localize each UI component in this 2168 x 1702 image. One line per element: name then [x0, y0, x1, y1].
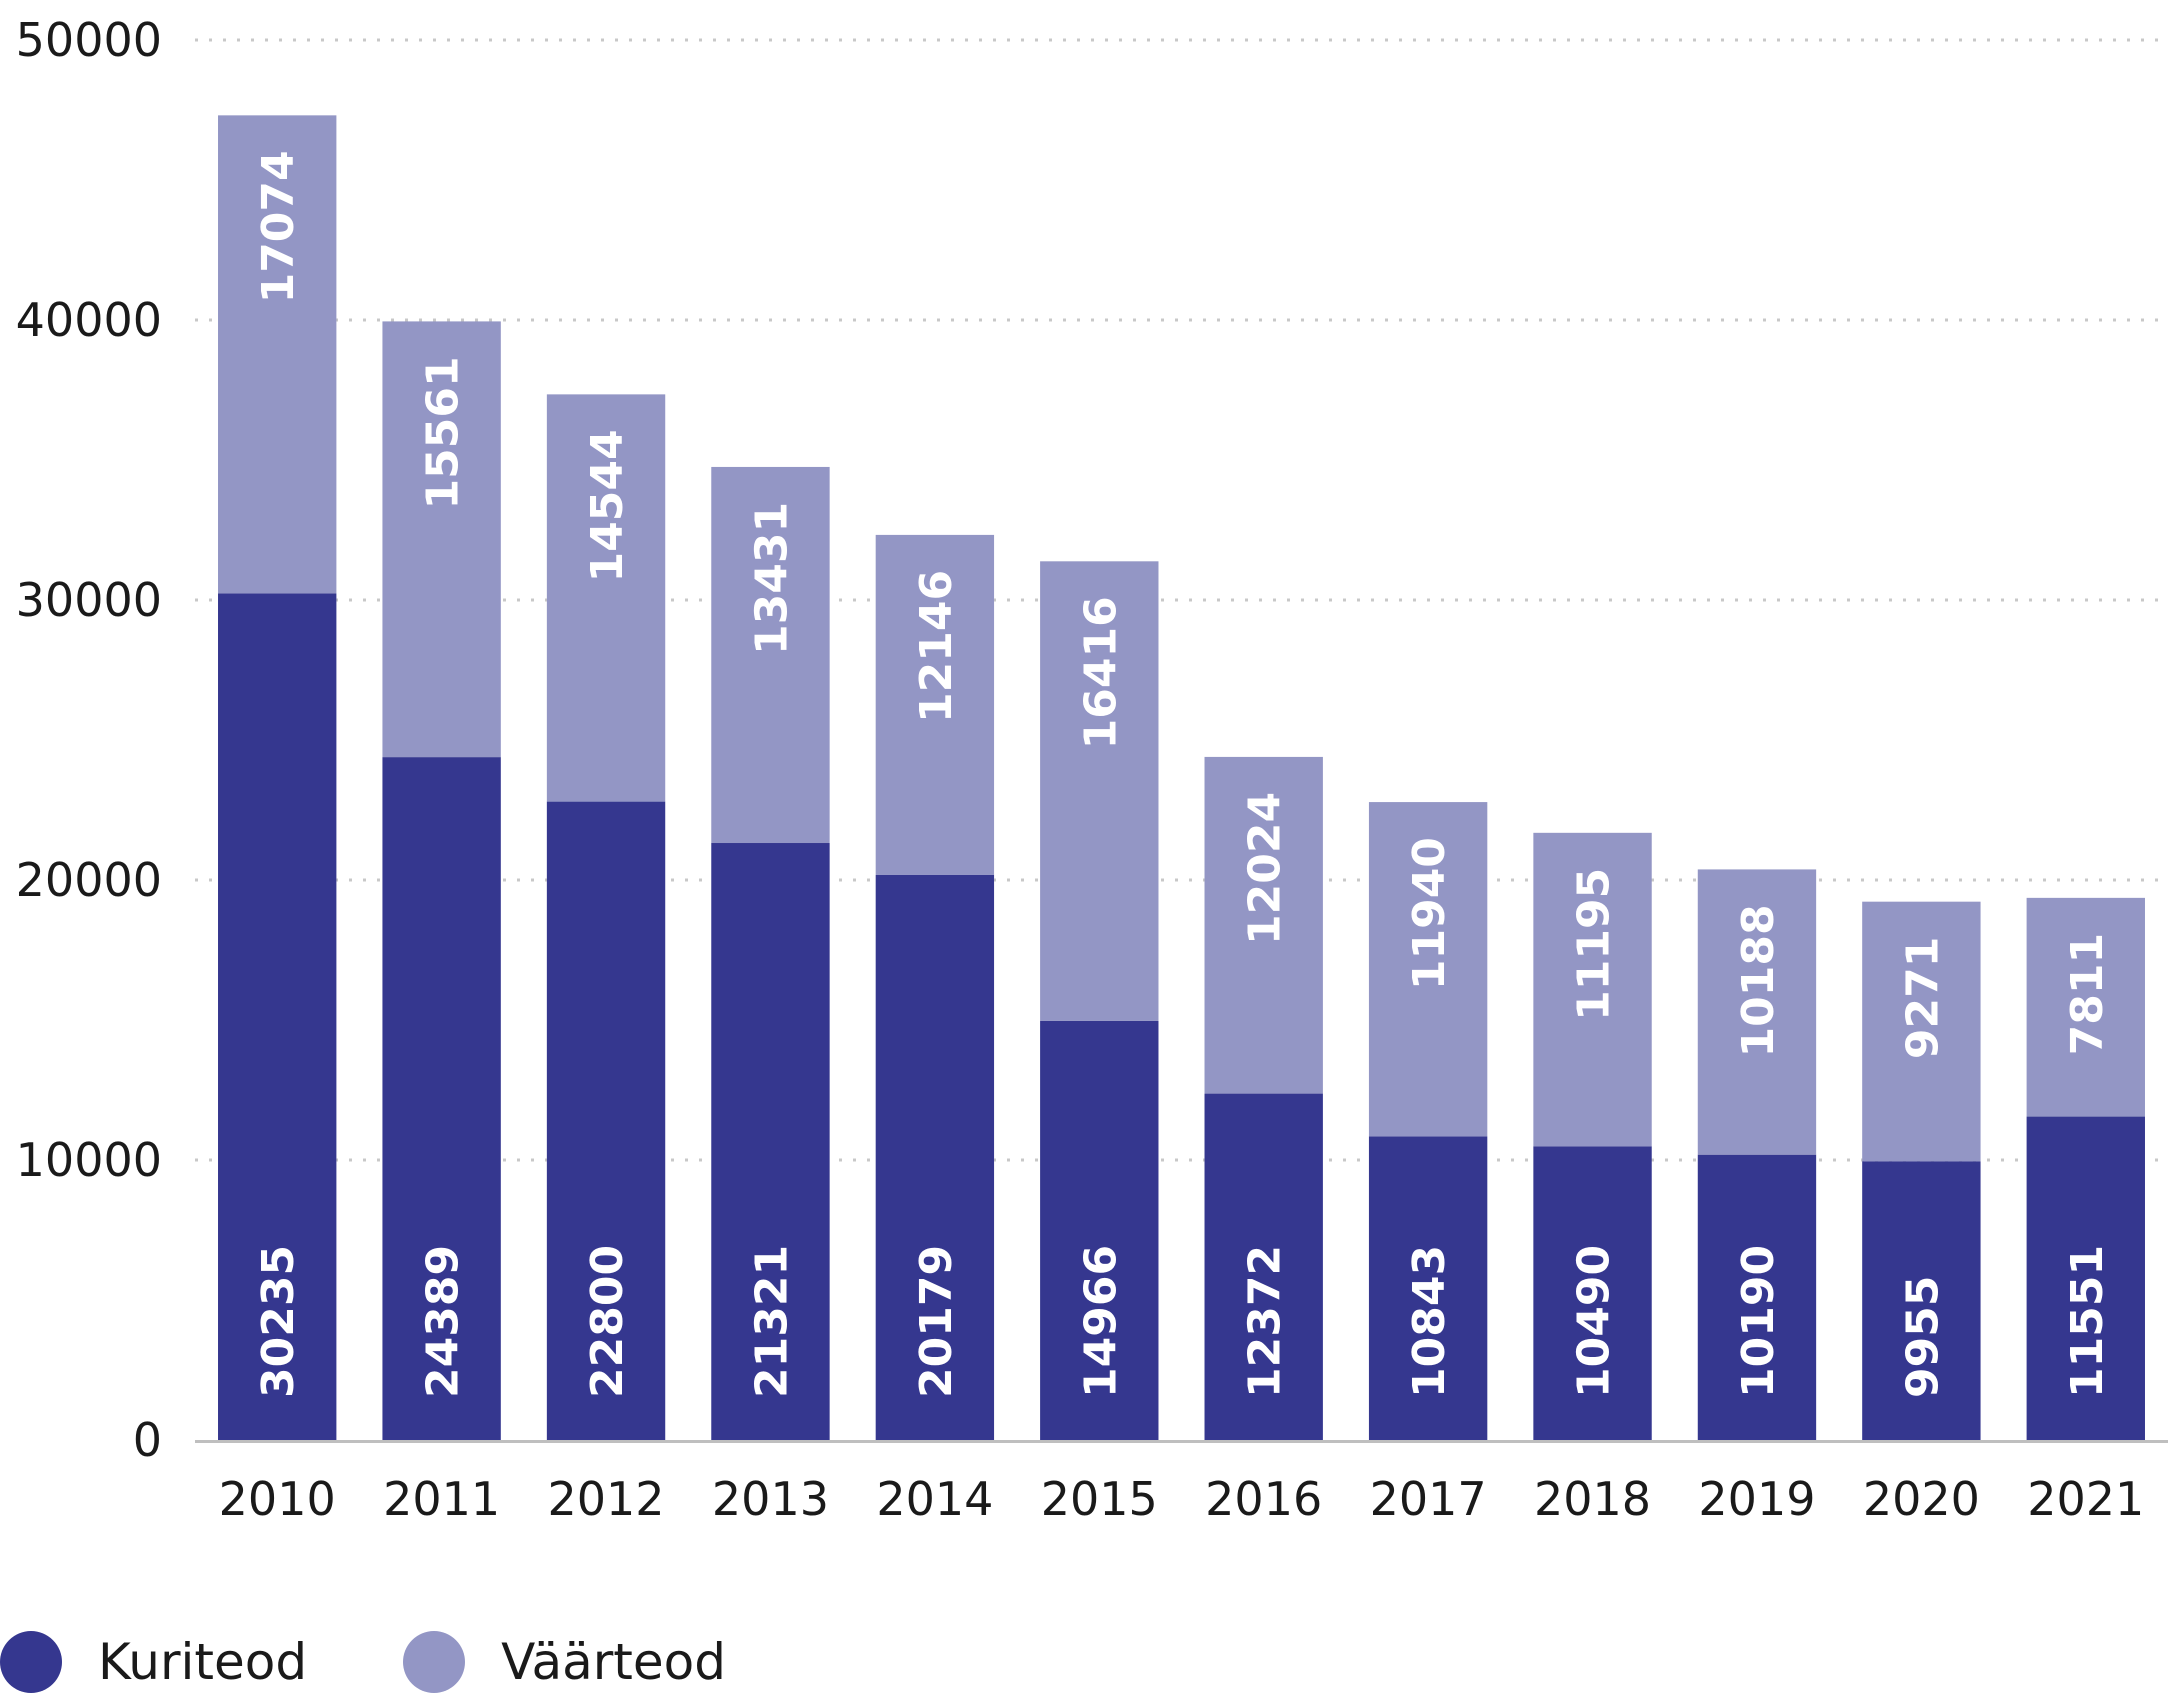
x-tick-label: 2016: [1205, 1472, 1322, 1526]
bar-kuriteod: [1533, 1146, 1652, 1440]
bar-kuriteod: [875, 874, 995, 1440]
x-tick-label: 2011: [383, 1472, 500, 1526]
legend: Kuriteod Väärteod: [0, 1622, 822, 1702]
x-tick-label: 2014: [876, 1472, 993, 1526]
y-tick-label: 40000: [16, 293, 162, 347]
data-label-vaarteod: 17074: [253, 150, 304, 303]
legend-swatch-kuriteod: [0, 1631, 62, 1693]
data-label-kuriteod: 14966: [1075, 1245, 1126, 1398]
bar-kuriteod: [1862, 1161, 1981, 1440]
bars: [218, 115, 2145, 1440]
bar-kuriteod: [1040, 1020, 1159, 1440]
bar-vaarteod: [1533, 832, 1652, 1147]
bar-kuriteod: [711, 843, 830, 1440]
data-label-vaarteod: 16416: [1075, 596, 1126, 749]
bar-kuriteod: [546, 801, 666, 1440]
legend-item-vaarteod: Väärteod: [403, 1631, 726, 1693]
bar-vaarteod: [1368, 802, 1488, 1137]
x-axis-ticks: 2010 2011 2012 2013 2014 2015 2016 2017 2018 2019…: [219, 1472, 2145, 1526]
data-label-kuriteod: 22800: [582, 1245, 633, 1398]
bar-vaarteod: [875, 534, 995, 875]
bar-vaarteod: [218, 115, 337, 594]
bar-vaarteod: [2026, 897, 2145, 1117]
x-tick-label: 2010: [219, 1472, 336, 1526]
bar-vaarteod: [382, 321, 501, 758]
data-label-vaarteod: 13431: [746, 502, 797, 655]
bar-vaarteod: [546, 394, 666, 802]
data-label-vaarteod: 11940: [1404, 837, 1455, 990]
bar-vaarteod: [1204, 756, 1323, 1094]
bar-kuriteod: [1368, 1136, 1488, 1440]
bar-vaarteod: [711, 466, 830, 844]
bar-kuriteod: [1204, 1093, 1323, 1440]
x-tick-label: 2017: [1370, 1472, 1487, 1526]
y-tick-label: 50000: [16, 13, 162, 67]
legend-swatch-vaarteod: [403, 1631, 466, 1693]
x-tick-label: 2021: [2027, 1472, 2144, 1526]
stacked-bar-chart: 0 10000 20000 30000 40000 50000 30235 17074 243…: [16, 13, 2168, 1526]
data-label-kuriteod: 11551: [2062, 1245, 2113, 1398]
x-tick-label: 2012: [548, 1472, 665, 1526]
bar-kuriteod: [2026, 1116, 2145, 1440]
x-tick-label: 2019: [1698, 1472, 1815, 1526]
bar-kuriteod: [1697, 1154, 1817, 1440]
bar-vaarteod: [1862, 901, 1981, 1162]
y-tick-label: 30000: [16, 573, 162, 627]
legend-item-kuriteod: Kuriteod: [0, 1631, 307, 1693]
y-tick-label: 10000: [16, 1133, 162, 1187]
bar-vaarteod: [1697, 869, 1817, 1155]
y-tick-label: 20000: [16, 853, 162, 907]
data-label-kuriteod: 10843: [1404, 1245, 1455, 1398]
y-tick-label: 0: [133, 1413, 162, 1467]
x-tick-label: 2015: [1041, 1472, 1158, 1526]
data-label-vaarteod: 12146: [911, 570, 962, 723]
data-label-vaarteod: 7811: [2062, 933, 2113, 1055]
data-label-kuriteod: 10490: [1569, 1245, 1620, 1398]
y-axis-ticks: 0 10000 20000 30000 40000 50000: [16, 13, 162, 1467]
data-label-vaarteod: 10188: [1733, 904, 1784, 1057]
data-label-vaarteod: 9271: [1897, 937, 1948, 1059]
data-label-kuriteod: 12372: [1240, 1245, 1291, 1398]
x-tick-label: 2020: [1863, 1472, 1980, 1526]
legend-label-vaarteod: Väärteod: [501, 1633, 726, 1691]
data-label-kuriteod: 21321: [746, 1245, 797, 1398]
bar-kuriteod: [382, 757, 501, 1440]
data-label-vaarteod: 15561: [418, 356, 469, 509]
data-label-kuriteod: 20179: [911, 1245, 962, 1398]
bar-kuriteod: [218, 593, 337, 1440]
data-label-vaarteod: 14544: [582, 429, 633, 582]
data-label-kuriteod: 30235: [253, 1245, 304, 1398]
legend-label-kuriteod: Kuriteod: [98, 1633, 308, 1691]
data-label-kuriteod: 9955: [1897, 1276, 1948, 1398]
bar-vaarteod: [1040, 561, 1159, 1021]
data-label-vaarteod: 11195: [1569, 868, 1620, 1021]
x-tick-label: 2013: [712, 1472, 829, 1526]
bar-value-labels: 30235 17074 24389 15561 22800 14544 21321 13431…: [253, 150, 2113, 1398]
data-label-vaarteod: 12024: [1240, 792, 1291, 945]
x-tick-label: 2018: [1534, 1472, 1651, 1526]
data-label-kuriteod: 10190: [1733, 1245, 1784, 1398]
data-label-kuriteod: 24389: [418, 1245, 469, 1398]
